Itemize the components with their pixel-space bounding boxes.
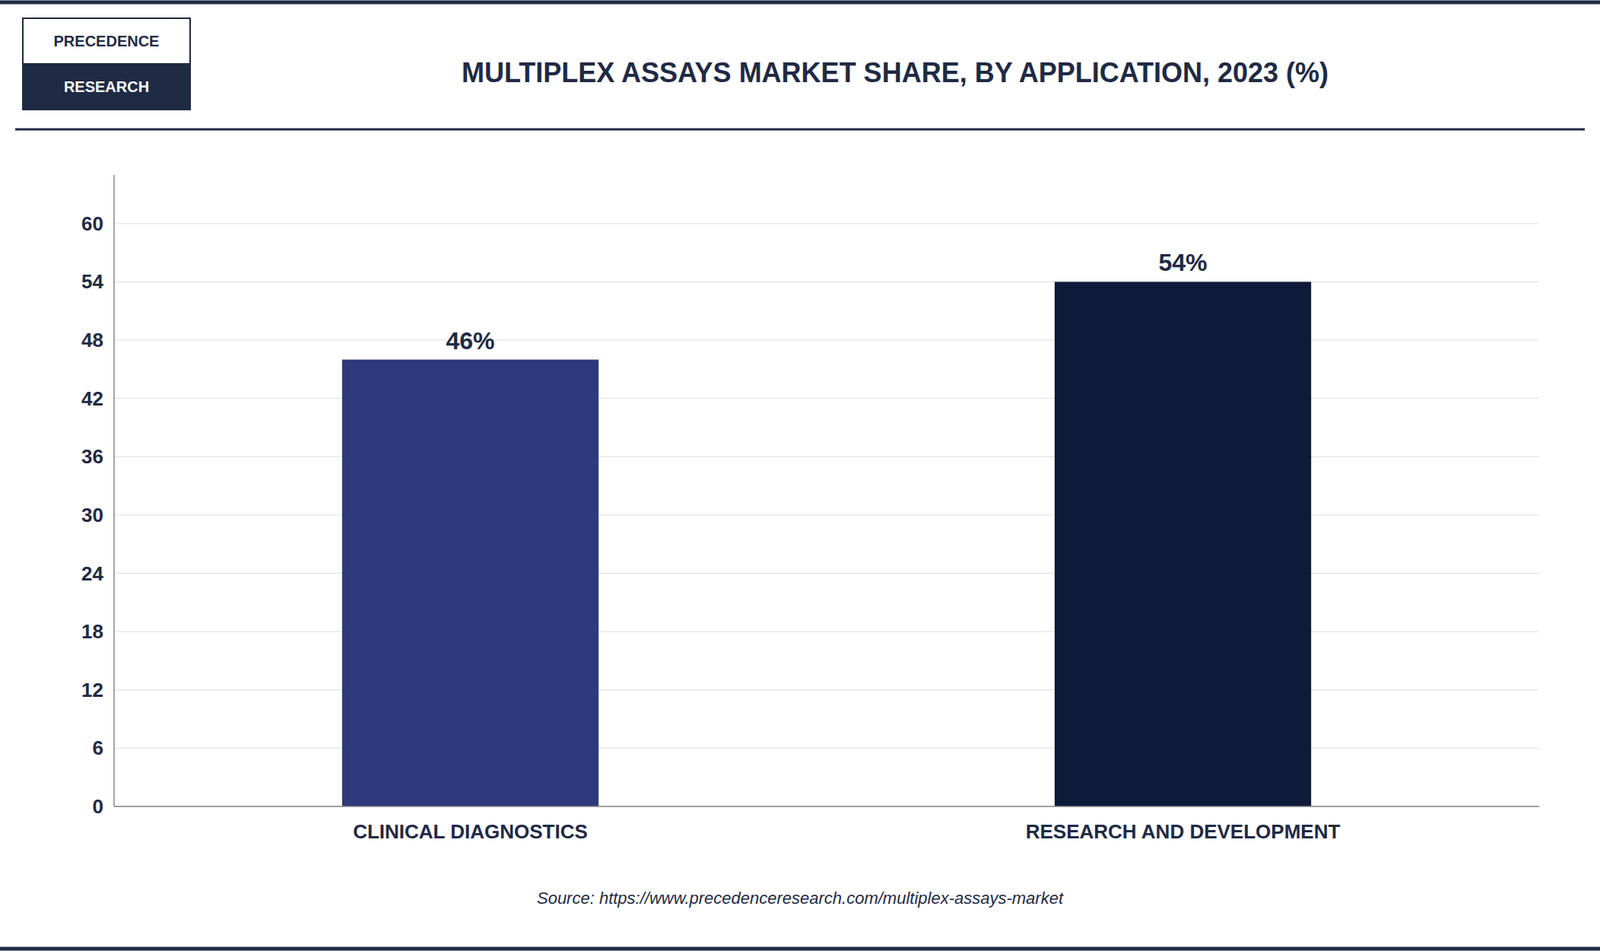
source-note: Source: https://www.precedenceresearch.c… bbox=[536, 888, 1064, 908]
bar bbox=[342, 359, 599, 807]
y-tick-label: 36 bbox=[81, 444, 104, 468]
title: MULTIPLEX ASSAYS MARKET SHARE, BY APPLIC… bbox=[461, 57, 1329, 89]
x-tick-label: RESEARCH AND DEVELOPMENT bbox=[1025, 819, 1341, 843]
chart-svg: PRECEDENCE RESEARCH MULTIPLEX ASSAYS MARKE… bbox=[0, 0, 1600, 951]
y-tick-label: 42 bbox=[81, 387, 104, 410]
y-tick-label: 60 bbox=[81, 212, 104, 235]
x-axis-line bbox=[114, 805, 1540, 807]
y-tick-label: 12 bbox=[81, 678, 104, 702]
data-label: 46% bbox=[445, 326, 495, 355]
grid-line bbox=[114, 806, 1540, 807]
data-labels: 46% 54% bbox=[445, 248, 1207, 354]
y-axis-line bbox=[113, 174, 115, 807]
grid-line bbox=[114, 339, 1540, 341]
grid-line bbox=[114, 688, 1540, 690]
grid-line bbox=[114, 747, 1540, 749]
y-tick-label: 0 bbox=[92, 794, 104, 818]
grid-line bbox=[114, 572, 1540, 574]
y-tick-label: 6 bbox=[92, 736, 104, 759]
logo: PRECEDENCE RESEARCH bbox=[22, 18, 191, 110]
grid-line bbox=[114, 222, 1540, 224]
y-axis: 0 6 12 18 24 30 36 42 48 54 60 bbox=[81, 212, 104, 818]
y-tick-label: 54 bbox=[81, 269, 104, 293]
grid-line bbox=[114, 456, 1540, 458]
bars bbox=[342, 281, 1312, 807]
x-axis: CLINICAL DIAGNOSTICS RESEARCH AND DEVELOP… bbox=[352, 819, 1340, 843]
y-tick-label: 18 bbox=[81, 619, 104, 643]
logo-bottom-box bbox=[22, 63, 191, 110]
logo-text-bottom: RESEARCH bbox=[63, 78, 150, 96]
x-tick-label: CLINICAL DIAGNOSTICS bbox=[352, 819, 588, 843]
page: {"chart_data": {"type": "bar", "title": … bbox=[0, 0, 1600, 951]
chart-container: PRECEDENCE RESEARCH MULTIPLEX ASSAYS MARKE… bbox=[0, 0, 1600, 951]
y-tick-label: 30 bbox=[81, 503, 104, 527]
grid bbox=[114, 223, 1540, 807]
grid-line bbox=[114, 397, 1540, 399]
data-label: 54% bbox=[1158, 248, 1207, 277]
y-tick-label: 48 bbox=[81, 328, 104, 352]
top-border bbox=[0, 0, 1600, 5]
y-tick-label: 24 bbox=[81, 561, 104, 585]
header-rule bbox=[15, 128, 1585, 131]
bottom-border bbox=[0, 946, 1600, 951]
grid-line bbox=[114, 281, 1540, 283]
logo-text-top: PRECEDENCE bbox=[53, 32, 160, 50]
logo-top-box bbox=[22, 18, 191, 64]
grid-line bbox=[114, 631, 1540, 632]
grid-line bbox=[114, 514, 1540, 515]
bar bbox=[1054, 281, 1312, 807]
